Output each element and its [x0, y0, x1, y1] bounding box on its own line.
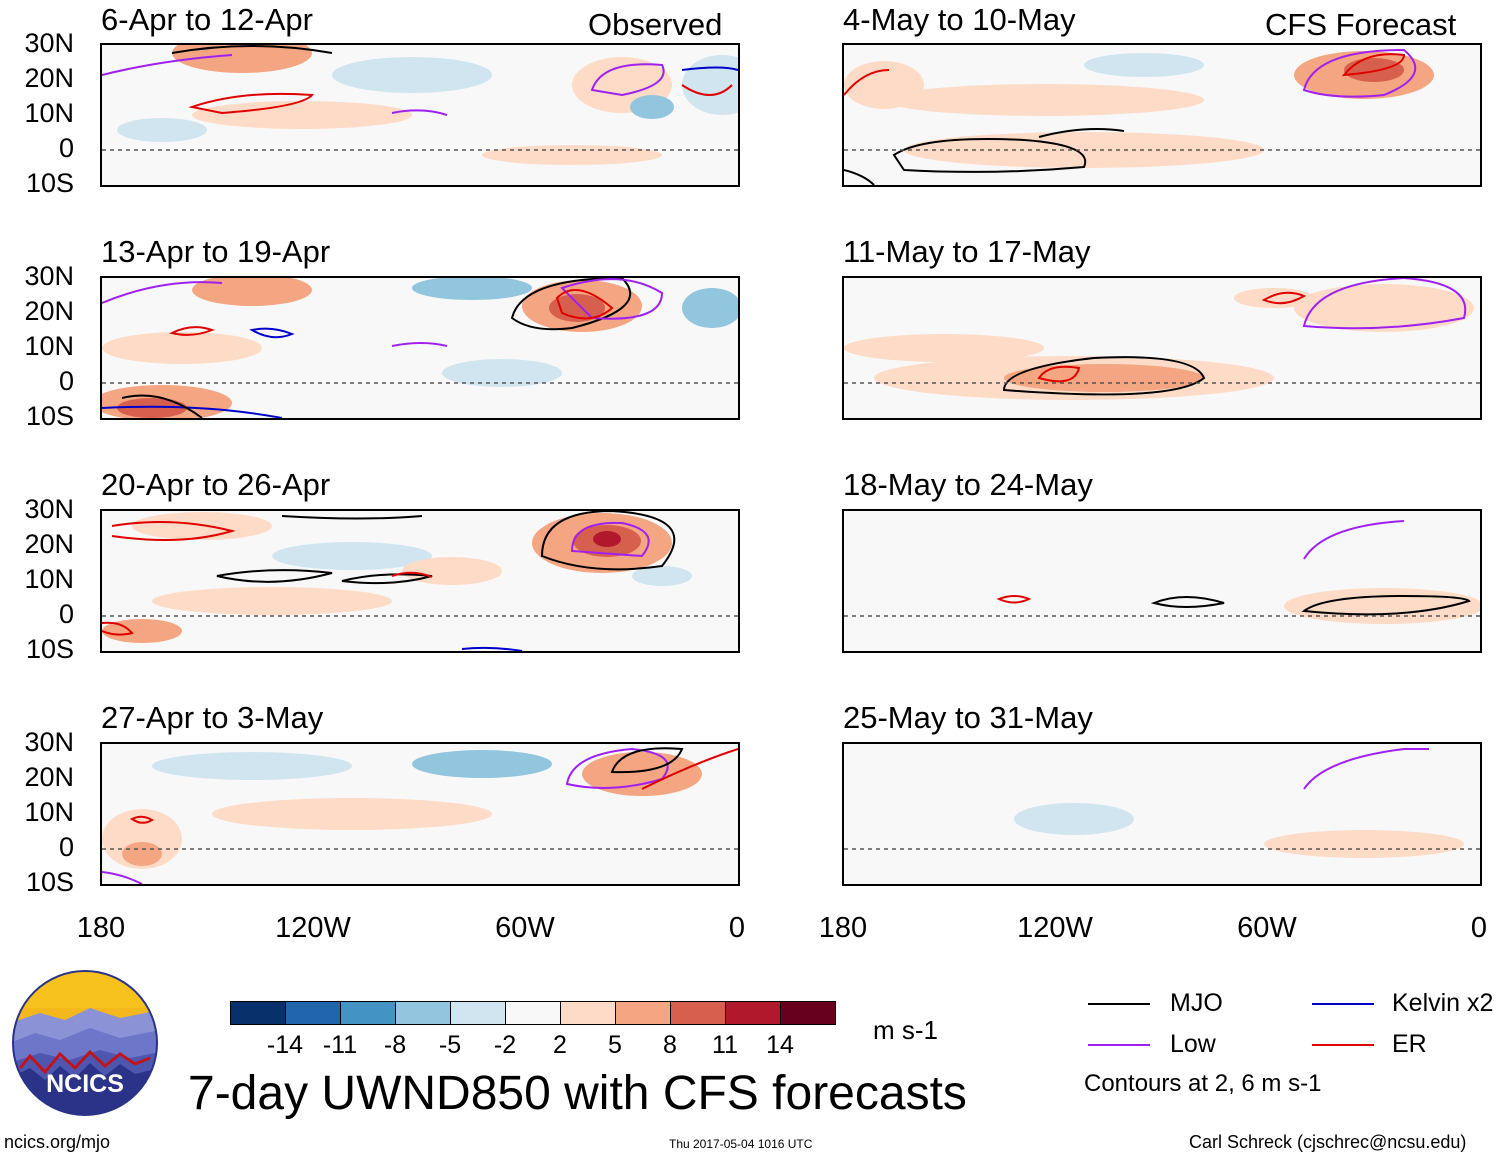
lon-label-60w-left: 60W: [495, 912, 555, 944]
colorbar-tick-label: 11: [712, 1031, 738, 1059]
panel-title-obs-2: 13-Apr to 19-Apr: [101, 234, 331, 269]
lon-label-180-left: 180: [76, 912, 126, 944]
lat-label-row2-10n: 10N: [24, 331, 74, 361]
panel-title-fc-4: 25-May to 31-May: [843, 700, 1093, 735]
lon-label-0-right: 0: [1470, 912, 1488, 944]
colorbar-tick-label: -2: [493, 1031, 517, 1059]
logo-text: NCICS: [46, 1070, 124, 1098]
legend-line-er: [1312, 1044, 1374, 1046]
lat-label-row4-20n: 20N: [24, 762, 74, 792]
colorbar-bin: [340, 1001, 396, 1025]
contour-levels-note: Contours at 2, 6 m s-1: [1084, 1070, 1322, 1097]
forecast-column-header: CFS Forecast: [1265, 7, 1457, 42]
lat-label-row1-10n: 10N: [24, 98, 74, 128]
lon-label-60w-right: 60W: [1237, 912, 1297, 944]
colorbar-bin: [615, 1001, 671, 1025]
colorbar-bin: [670, 1001, 726, 1025]
colorbar-bin: [285, 1001, 341, 1025]
panel-title-fc-1: 4-May to 10-May: [843, 2, 1076, 37]
legend-label-kelvin: Kelvin x2: [1392, 989, 1494, 1017]
colorbar-tick-label: -8: [383, 1031, 407, 1059]
legend-label-mjo: MJO: [1170, 989, 1223, 1017]
lon-label-120w-left: 120W: [275, 912, 351, 944]
map-panel-obs-2: [100, 276, 740, 420]
colorbar-tick-label: 5: [608, 1031, 622, 1059]
colorbar-tick-label: 2: [553, 1031, 567, 1059]
colorbar-bin: [725, 1001, 781, 1025]
colorbar-tick-label: 14: [766, 1031, 794, 1059]
footer-url: ncics.org/mjo: [4, 1132, 111, 1152]
map-panel-obs-1: [100, 43, 740, 187]
colorbar-bin: [230, 1001, 286, 1025]
lat-label-row4-10n: 10N: [24, 797, 74, 827]
footer-author: Carl Schreck (cjschrec@ncsu.edu): [1189, 1132, 1467, 1152]
colorbar-tick-label: -5: [438, 1031, 462, 1059]
colorbar-tick-label: -14: [266, 1031, 304, 1059]
observed-column-header: Observed: [588, 7, 723, 42]
lat-label-row3-10n: 10N: [24, 564, 74, 594]
map-panel-obs-4: [100, 742, 740, 886]
lat-label-row1-0: 0: [58, 133, 74, 163]
ncics-logo: NCICS: [10, 968, 160, 1118]
colorbar-bin: [560, 1001, 616, 1025]
legend-label-er: ER: [1392, 1030, 1427, 1058]
map-panel-obs-3: [100, 509, 740, 653]
lat-label-row3-10s: 10S: [25, 634, 74, 664]
colorbar-bin: [450, 1001, 506, 1025]
lon-label-120w-right: 120W: [1017, 912, 1093, 944]
lat-label-row2-20n: 20N: [24, 296, 74, 326]
lat-label-row3-0: 0: [58, 599, 74, 629]
lon-label-180-right: 180: [818, 912, 868, 944]
colorbar-bin: [780, 1001, 836, 1025]
colorbar-units: m s-1: [873, 1015, 938, 1045]
lat-label-row3-30n: 30N: [24, 494, 74, 524]
lat-label-row2-30n: 30N: [24, 261, 74, 291]
legend-line-kelvin: [1312, 1003, 1374, 1005]
lat-label-row2-0: 0: [58, 366, 74, 396]
lat-label-row4-10s: 10S: [25, 867, 74, 897]
footer-timestamp: Thu 2017-05-04 1016 UTC: [669, 1137, 813, 1151]
map-panel-fc-2: [842, 276, 1482, 420]
colorbar-bin: [395, 1001, 451, 1025]
map-panel-fc-1: [842, 43, 1482, 187]
colorbar-bin: [505, 1001, 561, 1025]
panel-title-fc-3: 18-May to 24-May: [843, 467, 1093, 502]
lat-label-row3-20n: 20N: [24, 529, 74, 559]
map-panel-fc-4: [842, 742, 1482, 886]
colorbar-tick-label: 8: [663, 1031, 677, 1059]
legend-line-mjo: [1088, 1003, 1150, 1005]
lon-label-0-left: 0: [728, 912, 746, 944]
colorbar-tick-label: -11: [322, 1031, 358, 1059]
legend-label-low: Low: [1170, 1030, 1216, 1058]
lat-label-row1-20n: 20N: [24, 63, 74, 93]
legend-line-low: [1088, 1044, 1150, 1046]
figure-title: 7-day UWND850 with CFS forecasts: [188, 1067, 967, 1120]
lat-label-row4-30n: 30N: [24, 727, 74, 757]
lat-label-row1-10s: 10S: [25, 168, 74, 198]
lat-label-row4-0: 0: [58, 832, 74, 862]
map-panel-fc-3: [842, 509, 1482, 653]
lat-label-row2-10s: 10S: [25, 401, 74, 431]
panel-title-fc-2: 11-May to 17-May: [843, 234, 1091, 269]
lat-label-row1-30n: 30N: [24, 28, 74, 58]
panel-title-obs-1: 6-Apr to 12-Apr: [101, 2, 313, 37]
panel-title-obs-3: 20-Apr to 26-Apr: [101, 467, 331, 502]
panel-title-obs-4: 27-Apr to 3-May: [101, 700, 324, 735]
